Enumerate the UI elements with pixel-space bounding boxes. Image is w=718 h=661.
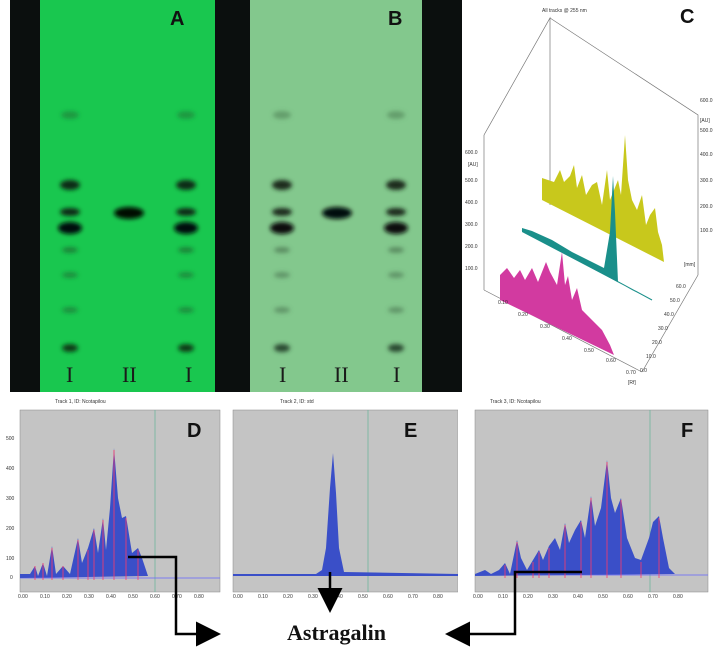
panel-c-rf-tick-5: 0.60 [606,358,616,364]
chrom-e-header: Track 2, ID: std [280,399,314,405]
panel-c: All tracks @ 255 nm C [AU] 600.0 500.0 4… [462,0,718,392]
chrom-d-xtick-8: 0.80 [194,594,204,600]
chrom-f-xtick-0: 0.00 [473,594,483,600]
chrom-d-xtick-4: 0.40 [106,594,116,600]
panel-c-series-yellow [542,135,664,262]
panel-c-ytick-right-2: 400.0 [700,152,713,158]
panel-c-unit-au-left: [AU] [468,162,478,168]
panel-label-f: F [681,420,694,442]
panel-c-ytick-right-4: 200.0 [700,204,713,210]
chrom-f-xtick-7: 0.70 [648,594,658,600]
panel-label-c: C [680,6,695,28]
tlc-plate-a [40,0,215,392]
panel-c-mm-tick-5: 10.0 [646,354,656,360]
panel-c-ytick-left-0: 600.0 [465,150,478,156]
panel-label-d: D [187,420,202,442]
plate-a-spots [58,111,198,352]
plate-b-spots [270,111,408,352]
chrom-e-xtick-6: 0.60 [383,594,393,600]
chromatogram-e: Track 2, ID: std E 0.00 0.10 0.20 0.30 0… [228,398,458,603]
chrom-d-xtick-6: 0.60 [150,594,160,600]
panel-c-rf-tick-1: 0.20 [518,312,528,318]
panel-c-series-teal [522,176,648,298]
panel-c-mm-tick-2: 40.0 [664,312,674,318]
chrom-d-xtick-7: 0.70 [172,594,182,600]
chrom-d-header: Track 1, ID: Ncotapilou [55,399,106,405]
panel-c-rf-tick-4: 0.50 [584,348,594,354]
panel-c-rf-tick-0: 0.10 [498,300,508,306]
tlc-plate-b [250,0,422,392]
plate-a-lane-1: I [66,362,74,387]
panel-c-unit-mm: [mm] [684,262,696,268]
panel-c-ytick-left-1: 500.0 [465,178,478,184]
panel-c-ytick-right-0: 600.0 [700,98,713,104]
panel-c-rf-unit: [Rf] [628,380,636,386]
chrom-f-header: Track 3, ID: Ncotapilou [490,399,541,405]
panel-c-mm-tick-3: 30.0 [658,326,668,332]
chrom-d-xtick-5: 0.50 [128,594,138,600]
chrom-f-xtick-8: 0.80 [673,594,683,600]
chrom-e-xtick-8: 0.80 [433,594,443,600]
chrom-e-xtick-5: 0.50 [358,594,368,600]
panel-c-ytick-left-5: 100.0 [465,266,478,272]
panel-c-title: All tracks @ 255 nm [542,8,587,14]
chrom-f-xtick-6: 0.60 [623,594,633,600]
panel-c-unit-au-right: [AU] [700,118,710,124]
chrom-d-ytick-3: 300 [6,496,15,502]
chrom-e-xtick-2: 0.20 [283,594,293,600]
panel-c-rf-tick-3: 0.40 [562,336,572,342]
panel-c-ytick-left-4: 200.0 [465,244,478,250]
chrom-e-xtick-0: 0.00 [233,594,243,600]
chrom-d-xtick-1: 0.10 [40,594,50,600]
chrom-d-xtick-2: 0.20 [62,594,72,600]
panel-c-rf-tick-2: 0.30 [540,324,550,330]
chrom-e-xtick-3: 0.30 [308,594,318,600]
plate-b-lane-3: I [393,362,401,387]
panel-label-b: B [388,8,403,30]
plate-a-lane-3: I [185,362,193,387]
chrom-d-xtick-3: 0.30 [84,594,94,600]
panel-c-ytick-left-3: 300.0 [465,222,478,228]
panel-c-ytick-right-5: 100.0 [700,228,713,234]
chrom-d-ytick-0: 0 [10,575,13,581]
panel-c-3d-plot [483,16,699,373]
panel-c-mm-tick-4: 20.0 [652,340,662,346]
result-label-astragalin: Astragalin [287,620,386,645]
plate-a-lane-2: II [122,362,137,387]
chrom-f-xtick-5: 0.50 [598,594,608,600]
chrom-f-xtick-1: 0.10 [498,594,508,600]
chrom-d-ytick-2: 200 [6,526,15,532]
chrom-e-xtick-7: 0.70 [408,594,418,600]
chromatogram-f: Track 3, ID: Ncotapilou F 0.00 0.10 0.20… [465,398,718,603]
plate-b-lane-1: I [279,362,287,387]
chromatogram-d: Track 1, ID: Ncotapilou D 0 100 200 300 … [0,398,230,603]
chrom-d-xtick-0: 0.00 [18,594,28,600]
panel-label-a: A [170,8,185,30]
chrom-d-ytick-5: 500 [6,436,15,442]
panel-c-rf-tick-6: 0.70 [626,370,636,376]
panel-c-series-magenta [500,252,614,355]
chrom-f-xtick-4: 0.40 [573,594,583,600]
panel-c-ytick-right-1: 500.0 [700,128,713,134]
panel-c-mm-tick-0: 60.0 [676,284,686,290]
panel-c-ytick-right-3: 300.0 [700,178,713,184]
plate-b-lane-2: II [334,362,349,387]
panel-c-mm-tick-1: 50.0 [670,298,680,304]
panel-label-e: E [404,420,418,442]
chrom-e-xtick-1: 0.10 [258,594,268,600]
panel-c-mm-tick-6: 0.0 [640,368,647,374]
chrom-d-ytick-4: 400 [6,466,15,472]
chrom-f-xtick-3: 0.30 [548,594,558,600]
chrom-e-xtick-4: 0.40 [333,594,343,600]
chrom-d-ytick-1: 100 [6,556,15,562]
panel-c-ytick-left-2: 400.0 [465,200,478,206]
chrom-f-xtick-2: 0.20 [523,594,533,600]
